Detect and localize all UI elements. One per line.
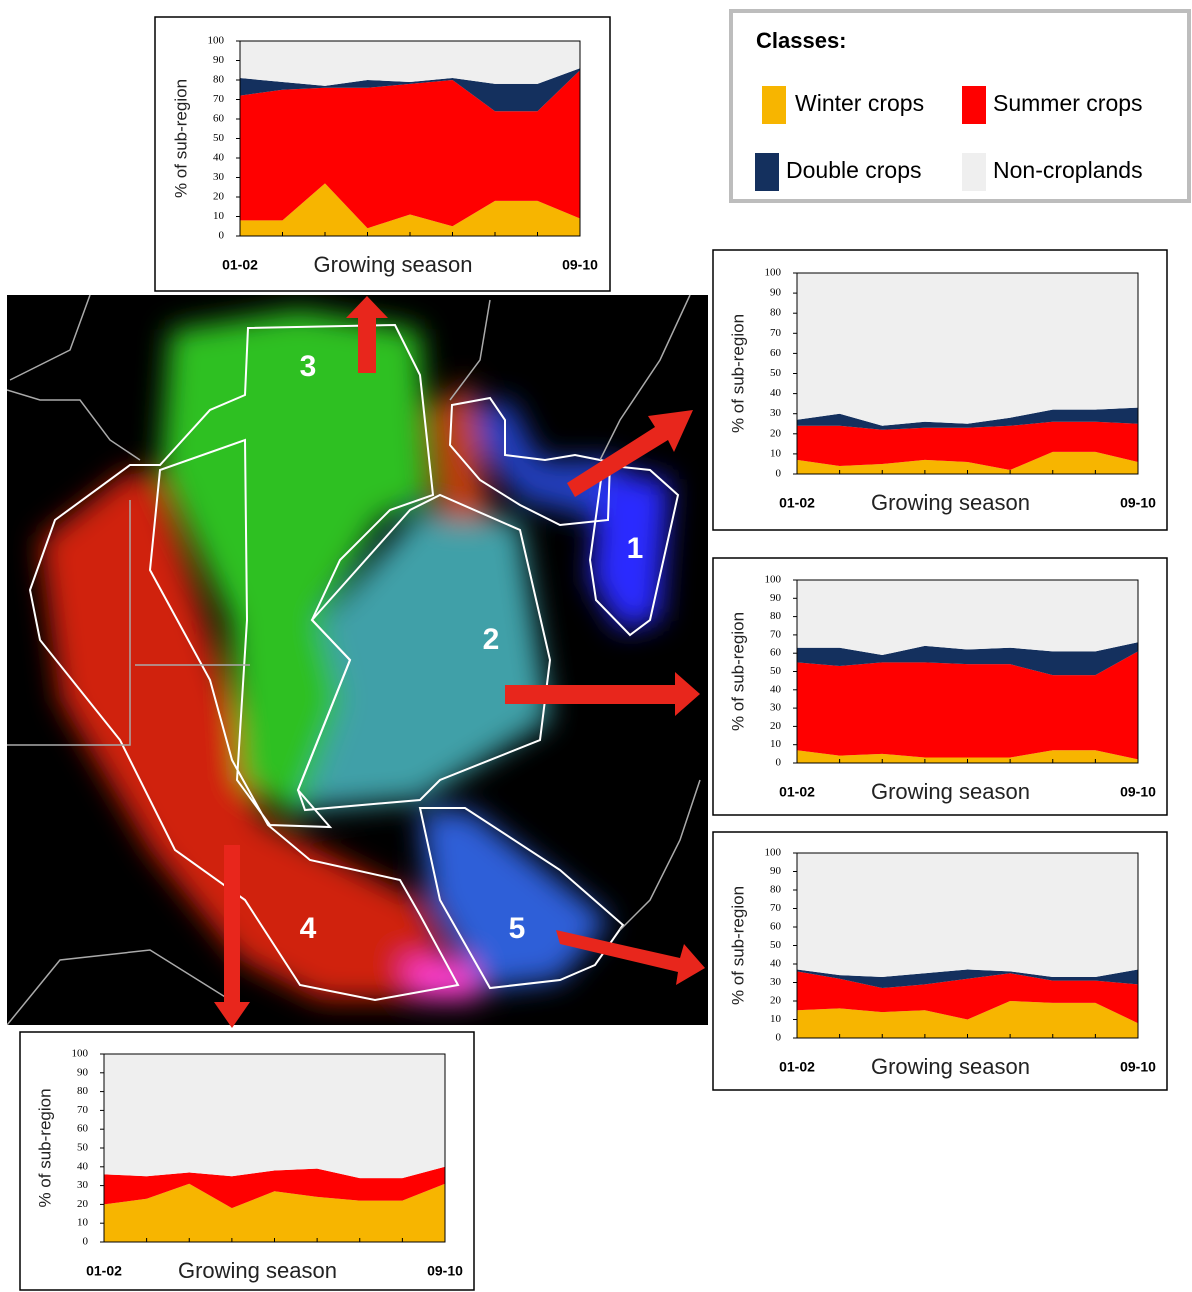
area	[797, 853, 1138, 977]
x-tick-label: 09-10	[562, 257, 598, 273]
x-axis-title: Growing season	[871, 1054, 1030, 1079]
y-tick-label: 90	[213, 54, 225, 66]
y-tick-label: 80	[770, 307, 782, 319]
y-tick-label: 80	[770, 610, 782, 622]
y-tick-label: 80	[213, 74, 225, 86]
region-label: 2	[483, 623, 500, 656]
y-tick-label: 70	[213, 93, 225, 105]
legend-swatch	[755, 153, 779, 191]
y-tick-label: 30	[770, 976, 782, 988]
y-tick-label: 100	[765, 267, 782, 279]
y-tick-label: 10	[770, 1013, 782, 1025]
y-tick-label: 60	[213, 113, 225, 125]
legend-label: Summer crops	[993, 90, 1143, 116]
region-label: 5	[509, 912, 526, 945]
y-tick-label: 20	[213, 191, 225, 203]
map	[7, 295, 708, 1025]
x-tick-label: 01-02	[779, 495, 815, 511]
legend-label: Double crops	[786, 157, 922, 183]
y-tick-label: 50	[770, 665, 782, 677]
legend-label: Non-croplands	[993, 157, 1143, 183]
y-tick-label: 70	[77, 1104, 89, 1116]
y-tick-label: 60	[770, 347, 782, 359]
y-tick-label: 70	[770, 628, 782, 640]
y-tick-label: 20	[770, 720, 782, 732]
legend-swatch	[962, 153, 986, 191]
region-label: 1	[627, 532, 644, 565]
y-tick-label: 0	[776, 757, 782, 769]
y-tick-label: 0	[83, 1236, 89, 1248]
y-tick-label: 100	[765, 847, 782, 859]
area	[797, 273, 1138, 426]
y-axis-title: % of sub-region	[728, 886, 747, 1005]
y-tick-label: 20	[77, 1198, 89, 1210]
x-tick-label: 09-10	[1120, 1059, 1156, 1075]
y-tick-label: 80	[77, 1085, 89, 1097]
y-tick-label: 10	[77, 1217, 89, 1229]
x-tick-label: 01-02	[222, 257, 258, 273]
area	[240, 41, 580, 86]
y-axis-title: % of sub-region	[728, 612, 747, 731]
y-tick-label: 70	[770, 327, 782, 339]
y-tick-label: 90	[770, 865, 782, 877]
y-tick-label: 30	[77, 1179, 89, 1191]
y-tick-label: 30	[770, 702, 782, 714]
y-tick-label: 40	[770, 683, 782, 695]
y-tick-label: 20	[770, 995, 782, 1007]
legend-swatch	[762, 86, 786, 124]
x-tick-label: 01-02	[779, 1059, 815, 1075]
y-tick-label: 60	[770, 921, 782, 933]
y-tick-label: 80	[770, 884, 782, 896]
x-tick-label: 09-10	[1120, 784, 1156, 800]
y-tick-label: 60	[770, 647, 782, 659]
area	[104, 1054, 445, 1178]
y-tick-label: 40	[213, 152, 225, 164]
y-tick-label: 90	[770, 287, 782, 299]
y-tick-label: 40	[77, 1160, 89, 1172]
y-tick-label: 100	[72, 1048, 89, 1060]
y-tick-label: 10	[213, 210, 225, 222]
y-tick-label: 0	[219, 230, 225, 242]
y-tick-label: 50	[770, 939, 782, 951]
y-axis-title: % of sub-region	[728, 314, 747, 433]
y-tick-label: 30	[213, 171, 225, 183]
y-tick-label: 0	[776, 1032, 782, 1044]
y-tick-label: 50	[213, 132, 225, 144]
legend-label: Winter crops	[795, 90, 924, 116]
y-tick-label: 90	[770, 592, 782, 604]
y-tick-label: 30	[770, 407, 782, 419]
legend-title: Classes:	[756, 28, 847, 53]
y-tick-label: 50	[770, 367, 782, 379]
region-label: 3	[300, 350, 317, 383]
x-tick-label: 01-02	[86, 1263, 122, 1279]
y-tick-label: 60	[77, 1123, 89, 1135]
y-tick-label: 40	[770, 387, 782, 399]
x-tick-label: 09-10	[1120, 495, 1156, 511]
y-axis-title: % of sub-region	[171, 79, 190, 198]
y-tick-label: 100	[765, 574, 782, 586]
region-label: 4	[300, 912, 317, 945]
y-tick-label: 70	[770, 902, 782, 914]
y-tick-label: 40	[770, 958, 782, 970]
x-axis-title: Growing season	[178, 1258, 337, 1283]
y-tick-label: 100	[208, 35, 225, 47]
y-tick-label: 0	[776, 468, 782, 480]
x-axis-title: Growing season	[871, 779, 1030, 804]
legend-swatch	[962, 86, 986, 124]
area	[797, 580, 1138, 655]
y-tick-label: 10	[770, 738, 782, 750]
x-axis-title: Growing season	[871, 490, 1030, 515]
y-axis-title: % of sub-region	[35, 1088, 54, 1207]
y-tick-label: 20	[770, 427, 782, 439]
x-tick-label: 09-10	[427, 1263, 463, 1279]
figure: Classes: 010203040506070809010001-0209-1…	[0, 0, 1192, 1292]
y-tick-label: 90	[77, 1066, 89, 1078]
y-tick-label: 10	[770, 447, 782, 459]
x-axis-title: Growing season	[314, 252, 473, 277]
x-tick-label: 01-02	[779, 784, 815, 800]
y-tick-label: 50	[77, 1142, 89, 1154]
